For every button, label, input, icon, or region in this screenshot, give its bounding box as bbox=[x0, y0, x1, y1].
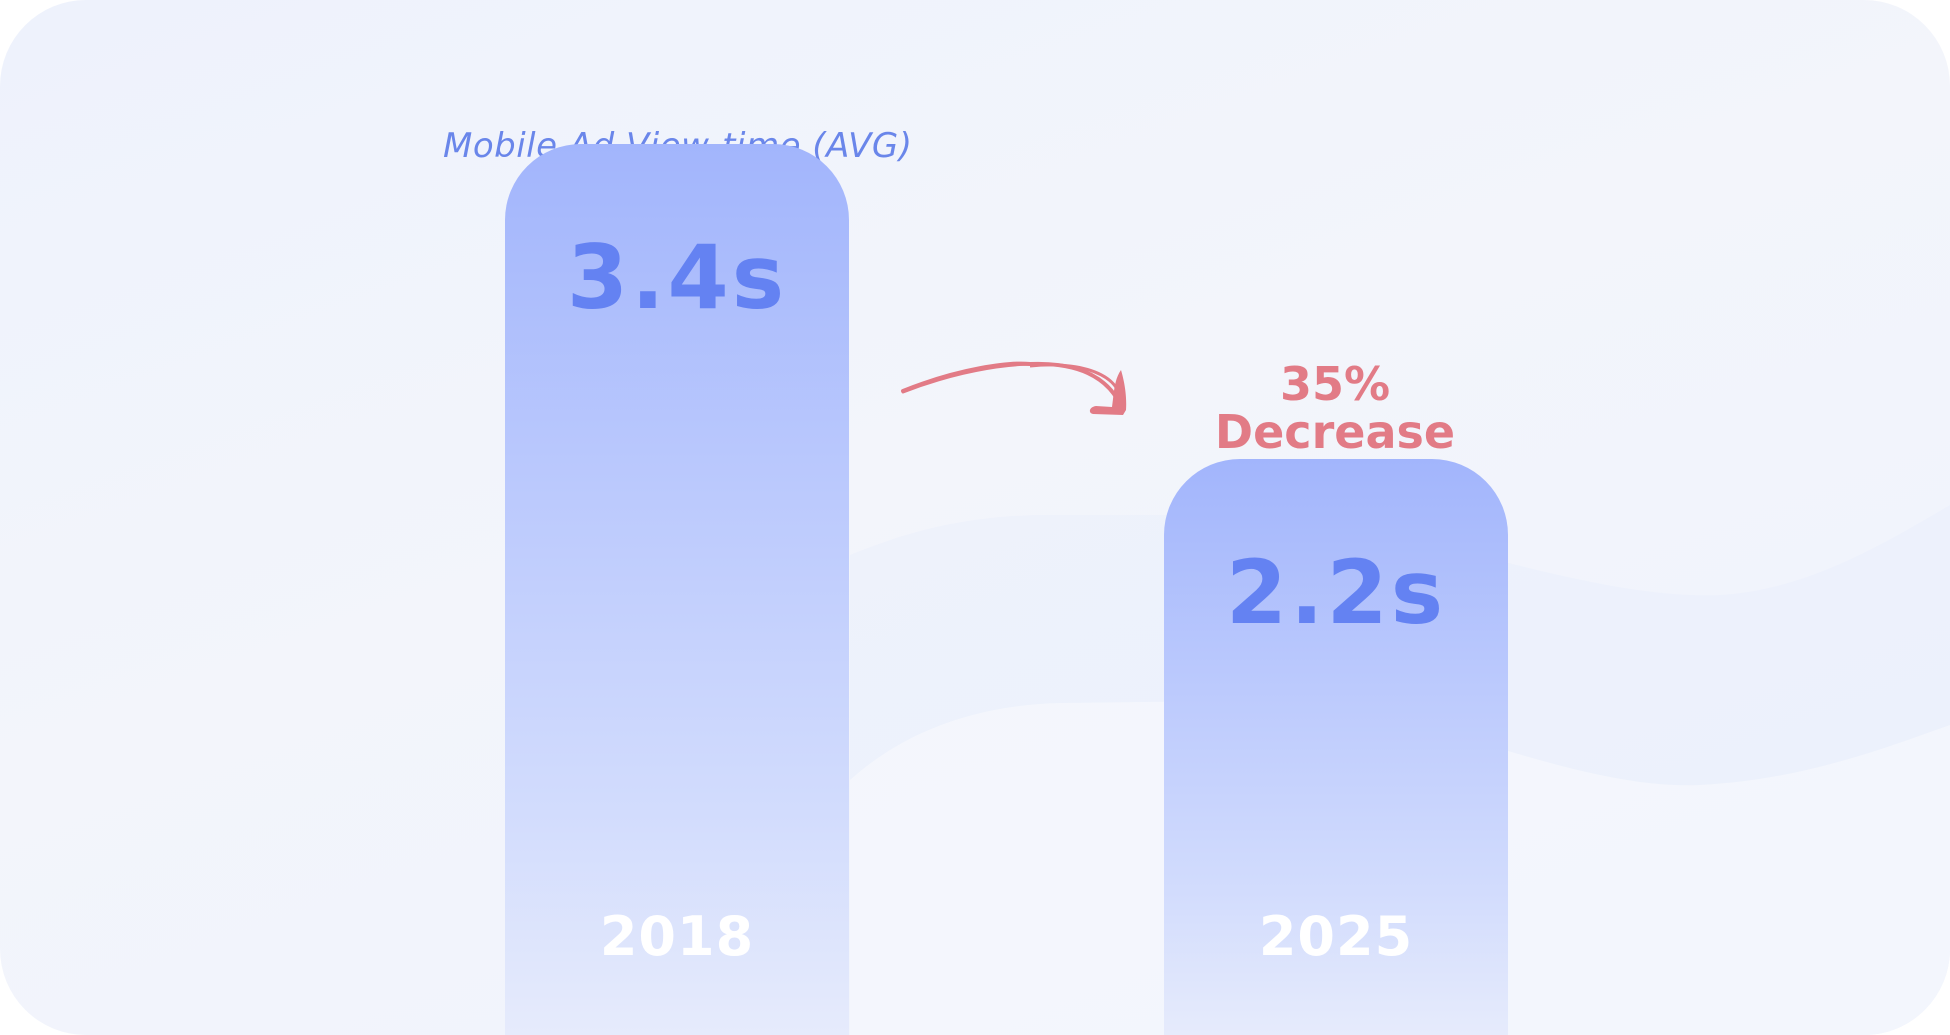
bar-value-label: 3.4s bbox=[566, 226, 788, 330]
bar-value-label: 2.2s bbox=[1225, 540, 1447, 644]
change-percent: 35% bbox=[1279, 357, 1391, 411]
bar-category-label: 2018 bbox=[599, 904, 755, 968]
change-annotation: 35% Decrease bbox=[1200, 360, 1470, 456]
bar-2018: 3.4s 2018 bbox=[505, 144, 849, 1035]
arrow-curve bbox=[901, 361, 1120, 402]
arrow-head bbox=[1089, 370, 1127, 415]
change-text: Decrease bbox=[1214, 405, 1456, 459]
bar-category-label: 2025 bbox=[1258, 904, 1414, 968]
bar-2025: 2.2s 2025 bbox=[1164, 458, 1508, 1035]
